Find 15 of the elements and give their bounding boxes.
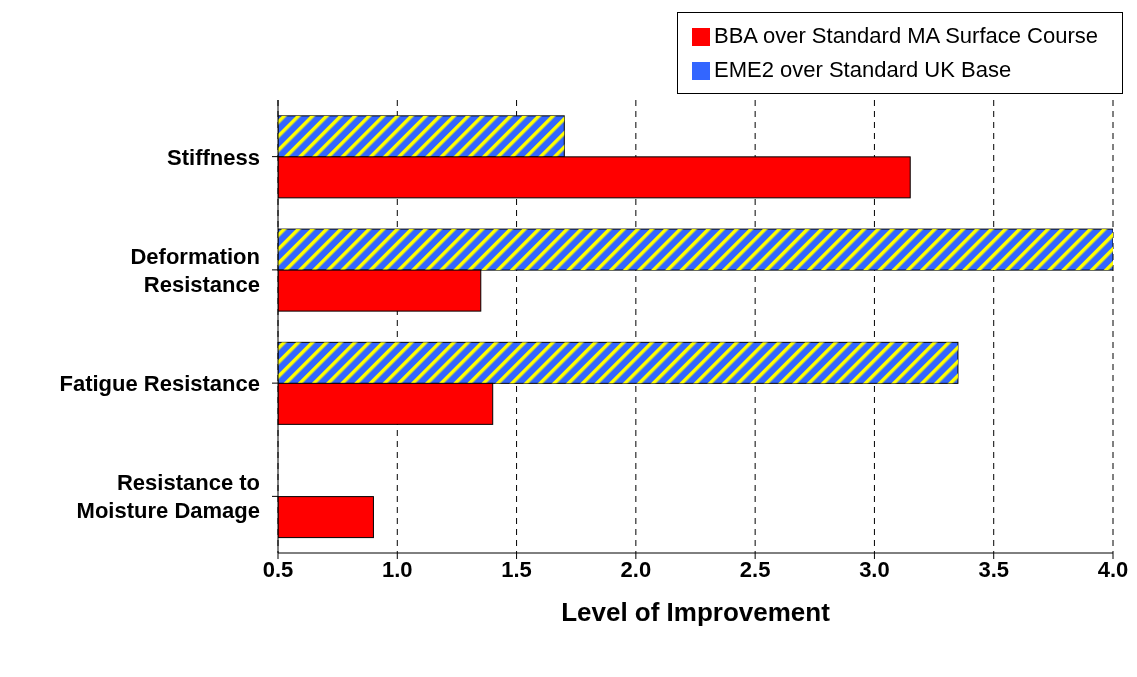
y-tick-label: Stiffness xyxy=(167,144,260,170)
x-tick-label: 1.0 xyxy=(381,556,413,582)
x-tick-label: 0.5 xyxy=(262,556,294,582)
x-tick-label: 3.0 xyxy=(859,556,890,582)
legend-label: EME2 over Standard UK Base xyxy=(714,57,1012,82)
x-tick-label: 2.5 xyxy=(739,556,771,582)
x-tick-label: 1.5 xyxy=(501,556,532,582)
y-tick-label: Fatigue Resistance xyxy=(59,371,260,397)
y-tick-label: Resistance to Moisture Damage xyxy=(76,470,260,524)
x-axis-title: Level of Improvement xyxy=(561,597,831,627)
x-tick-label: 2.0 xyxy=(620,556,652,582)
legend-label: BBA over Standard MA Surface Course xyxy=(714,23,1098,48)
y-tick-label: Deformation Resistance xyxy=(130,243,260,297)
x-tick-label: 4.0 xyxy=(1097,556,1129,582)
x-tick-label: 3.5 xyxy=(978,556,1010,582)
